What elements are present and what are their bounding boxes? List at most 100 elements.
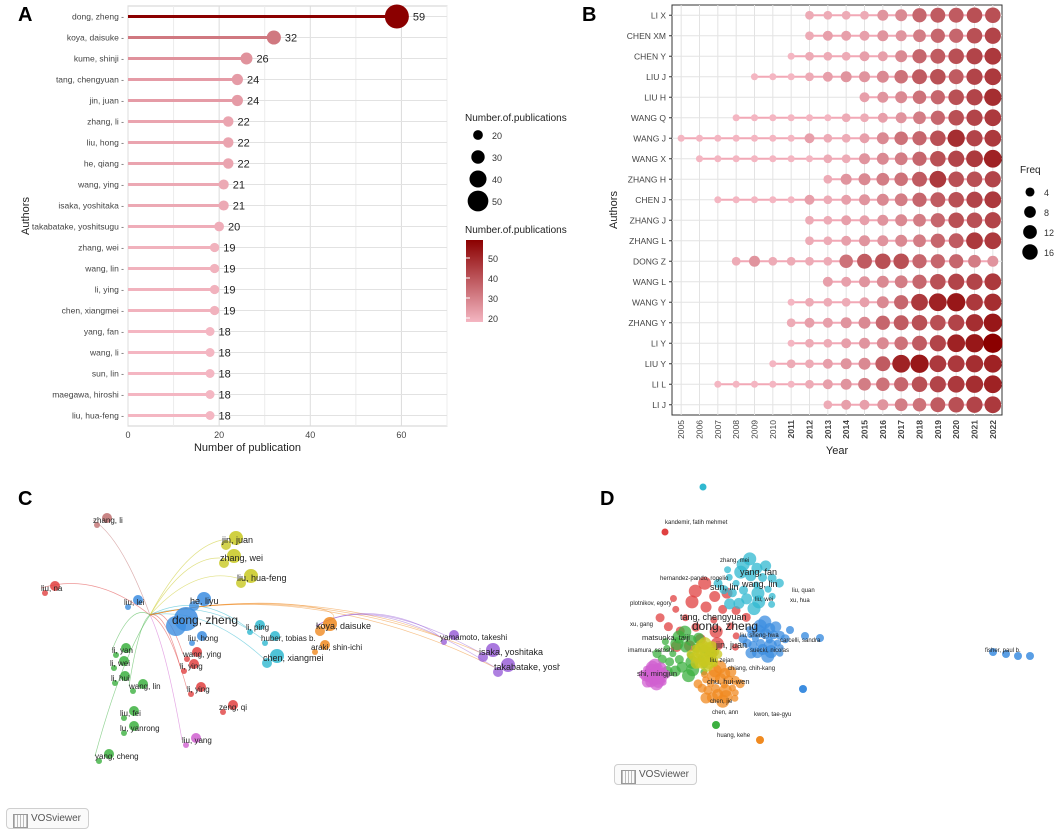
freq-dot [787, 134, 795, 142]
network-node [732, 579, 740, 587]
network-node [121, 643, 131, 653]
x-tick-label: 2012 [805, 420, 815, 439]
freq-dot [841, 338, 852, 349]
network-node [768, 600, 776, 608]
freq-dot [786, 256, 796, 266]
x-tick-label: 2017 [896, 420, 906, 439]
network-label: hernandez-pando, rogelio [660, 576, 729, 582]
freq-dot [930, 48, 946, 64]
freq-dot [930, 213, 945, 228]
y-tick-label: wang, lin - [84, 264, 124, 274]
network-label: wang, lin [128, 682, 161, 691]
network-label: chen, jie [710, 699, 733, 705]
freq-dot [983, 354, 1002, 373]
y-tick-label: zhang, wei - [78, 243, 124, 253]
plot-area [671, 4, 1003, 416]
y-tick-label: LI Y [651, 338, 666, 348]
freq-dot [965, 334, 984, 353]
freq-dot [787, 196, 795, 204]
network-node [743, 552, 757, 566]
network-node [989, 648, 997, 656]
freq-dot [822, 30, 833, 41]
x-axis-title: Number of publication [194, 442, 301, 454]
x-tick-label: 2010 [768, 420, 778, 439]
freq-dot [930, 314, 946, 331]
legend-color-title: Number.of.publications [465, 225, 567, 236]
freq-dot [948, 69, 964, 85]
panel-letter-c: C [18, 488, 33, 510]
freq-dot [823, 174, 833, 184]
network-edge [149, 613, 264, 659]
freq-dot [823, 10, 833, 20]
lollipop-dot [209, 242, 220, 253]
network-node [129, 721, 139, 731]
vosviewer-logo-d: VOSviewer [614, 764, 698, 785]
network-label: liu, hua-feng [237, 573, 287, 583]
y-tick-label: wang, ying - [77, 180, 124, 190]
network-node [191, 733, 201, 743]
vosviewer-logo-d-text: VOSviewer [639, 769, 690, 780]
freq-dot [948, 314, 965, 331]
network-node [441, 639, 447, 645]
freq-dot [913, 213, 926, 227]
freq-dot [984, 191, 1002, 209]
freq-dot [805, 236, 814, 246]
data-label: 21 [233, 180, 245, 192]
freq-dot [877, 214, 889, 226]
network-label: zhang, mei [720, 558, 749, 564]
freq-dot [894, 398, 908, 412]
data-label: 18 [219, 369, 231, 381]
freq-dot [912, 49, 927, 64]
freq-dot [769, 360, 777, 368]
network-label: plotnikov, egory [630, 601, 672, 607]
freq-dot [859, 215, 870, 226]
y-tick-label: ZHANG L [629, 236, 666, 246]
network-label: li, ping [246, 623, 269, 632]
freq-dot [893, 315, 909, 331]
network-label: xu, hua [790, 598, 810, 604]
data-label: 19 [223, 264, 235, 276]
lollipop-dot [205, 369, 215, 378]
freq-dot [750, 380, 759, 388]
legend-color-label: 20 [488, 314, 498, 324]
network-node [493, 667, 503, 677]
network-node [735, 679, 745, 689]
network-label: kwon, tae-gyu [754, 712, 791, 718]
chart-a-lollipop: 59 dong, zheng - 32 koya, daisuke - 26 kume, … [20, 4, 567, 454]
freq-dot [732, 114, 740, 122]
network-node [478, 652, 488, 662]
y-tick-label: LI J [652, 400, 666, 410]
network-node [776, 644, 784, 652]
legend-size-dot [471, 150, 485, 164]
network-edge [149, 614, 188, 690]
network-label: liu, quan [792, 588, 815, 594]
freq-dot [983, 149, 1002, 168]
network-node [764, 585, 772, 593]
freq-dot [984, 293, 1002, 311]
network-node [104, 749, 114, 759]
network-node [236, 578, 246, 588]
freq-dot [966, 232, 983, 250]
network-label: chu, hui-wen [707, 677, 750, 686]
freq-dot [859, 30, 870, 41]
freq-dot [948, 171, 964, 188]
network-label: lu, yanrong [120, 724, 160, 733]
network-edge [149, 575, 238, 616]
network-node [725, 666, 737, 678]
network-node [727, 588, 737, 598]
network-label: chiang, chih-kang [728, 666, 775, 672]
freq-dot [805, 31, 814, 41]
freq-dot [859, 337, 870, 349]
network-node [698, 576, 712, 590]
freq-dot [768, 256, 778, 266]
freq-dot [966, 89, 983, 106]
network-node [244, 569, 258, 583]
lollipop-dot [214, 221, 225, 232]
network-node [686, 649, 696, 659]
data-label: 19 [223, 243, 235, 255]
legend-color-label: 40 [488, 274, 498, 284]
network-node [320, 640, 330, 650]
freq-dot [947, 375, 965, 393]
x-tick-label: 60 [396, 430, 406, 440]
y-tick-label: yang, fan - [84, 327, 124, 337]
